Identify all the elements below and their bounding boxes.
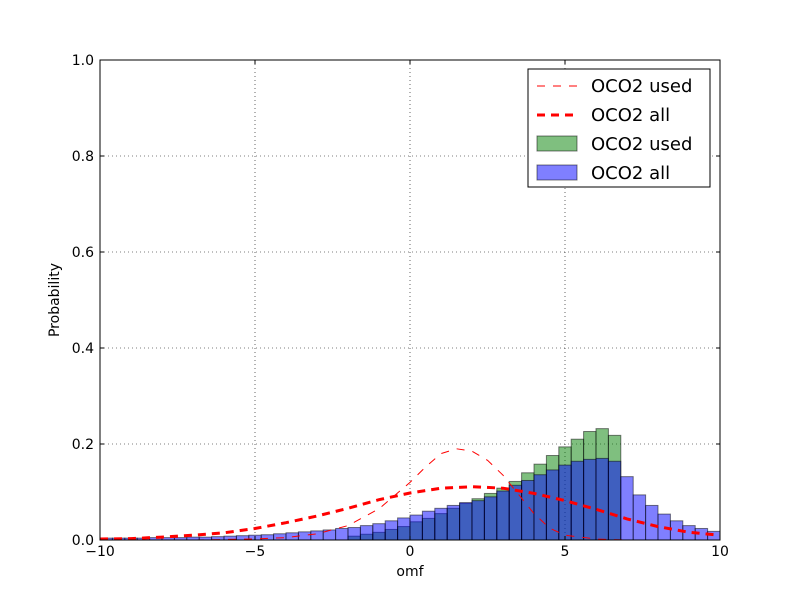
bar-all [409, 514, 423, 541]
bar-all [421, 510, 436, 541]
density-curves [99, 448, 721, 541]
x-axis-label: omf [396, 564, 424, 580]
bar-all [273, 533, 287, 541]
bar-all [384, 520, 399, 541]
bar-all [607, 460, 622, 541]
bar-all [496, 490, 510, 541]
y-axis-label: Probability [47, 263, 63, 337]
bar-all [297, 531, 312, 541]
axis-ticks: −10 −5 0 5 10 0.0 0.2 0.4 0.6 0.8 1.0 [72, 53, 729, 560]
bar-all [335, 527, 349, 541]
bar-all [372, 523, 386, 541]
bar-all [434, 507, 448, 541]
bar-all [595, 457, 609, 541]
y-tick-label: 0.6 [72, 245, 94, 261]
curve-all [99, 485, 721, 541]
bar-all [471, 500, 485, 541]
bar-all [397, 517, 411, 541]
bar-all [558, 464, 572, 541]
bar-all [446, 504, 461, 541]
legend-label-curve-all: OCO2 all [591, 105, 670, 126]
bar-all [459, 502, 473, 541]
bar-all [260, 534, 275, 541]
bar-all [347, 527, 361, 541]
x-tick-label: −10 [85, 544, 115, 560]
y-tick-label: 0.0 [72, 533, 94, 549]
y-tick-label: 0.4 [72, 341, 94, 357]
legend-label-hist-used: OCO2 used [591, 134, 692, 155]
histogram-all [99, 457, 721, 541]
bar-all [359, 525, 374, 541]
y-tick-label: 1.0 [72, 53, 94, 69]
legend: OCO2 used OCO2 all OCO2 used OCO2 all [527, 68, 711, 188]
legend-label-hist-all: OCO2 all [591, 163, 670, 184]
bar-all [583, 458, 597, 541]
bar-all [508, 484, 523, 541]
bar-all [483, 496, 498, 541]
x-tick-label: −5 [245, 544, 266, 560]
legend-label-curve-used: OCO2 used [591, 76, 692, 97]
bar-all [620, 476, 634, 541]
x-tick-label: 10 [711, 544, 729, 560]
y-tick-label: 0.2 [72, 437, 94, 453]
bar-all [533, 474, 547, 541]
legend-green-patch [536, 135, 578, 152]
x-tick-label: 5 [561, 544, 570, 560]
bar-all [521, 479, 535, 541]
x-tick-label: 0 [406, 544, 415, 560]
curve-used [100, 448, 720, 541]
bar-all [310, 530, 324, 541]
bar-all [632, 494, 647, 541]
y-tick-label: 0.8 [72, 149, 94, 165]
legend-blue-patch [536, 164, 578, 181]
bar-all [570, 460, 585, 541]
bar-all [645, 504, 659, 541]
